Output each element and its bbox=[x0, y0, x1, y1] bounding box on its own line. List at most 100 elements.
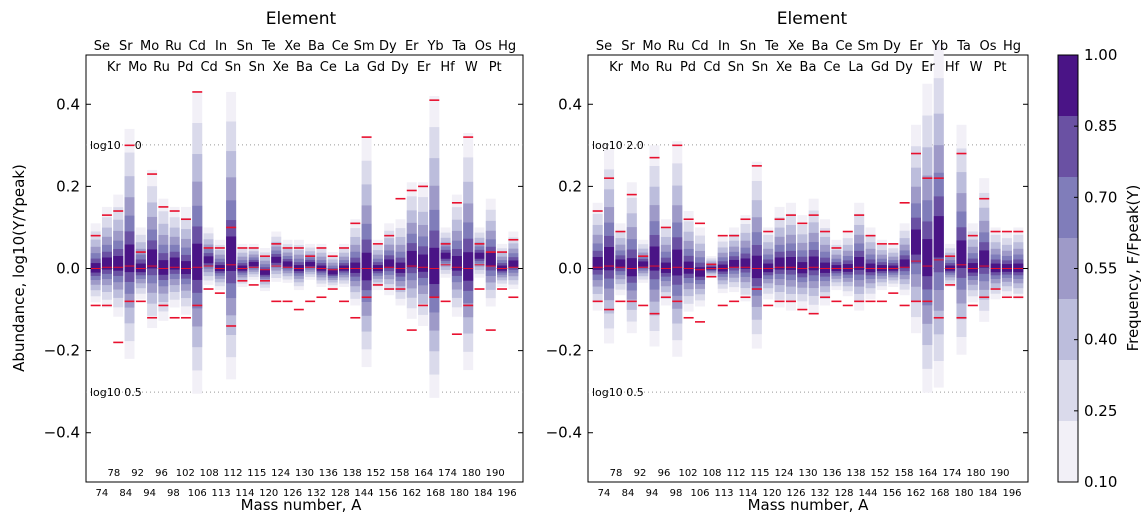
mass-label-bottom: 168 bbox=[930, 488, 949, 499]
element-label-top: Xe bbox=[284, 39, 300, 54]
element-label-top: Sm bbox=[858, 39, 879, 54]
mass-label-bottom: 168 bbox=[426, 488, 445, 499]
colorbar-tick-label: 0.10 bbox=[1084, 473, 1117, 491]
frequency-band bbox=[660, 262, 671, 273]
element-label-inner: La bbox=[345, 60, 360, 75]
frequency-band bbox=[808, 256, 819, 271]
element-label-top: Sr bbox=[621, 39, 635, 54]
mass-label-bottom: 144 bbox=[355, 488, 374, 499]
frequency-band bbox=[615, 259, 626, 269]
colorbar-band bbox=[1058, 421, 1078, 482]
mass-label-bottom: 162 bbox=[906, 488, 925, 499]
element-label-inner: Cd bbox=[703, 60, 720, 75]
frequency-band bbox=[785, 257, 796, 270]
frequency-band bbox=[248, 261, 259, 267]
element-label-top: Hg bbox=[498, 39, 516, 54]
frequency-band bbox=[638, 261, 649, 267]
colorbar-tick-label: 0.40 bbox=[1084, 331, 1117, 349]
element-label-top: Ru bbox=[668, 39, 685, 54]
right-panel: Element log10 2.0 log10 0.5 −0.4 −0.2 0.0 0.… bbox=[546, 9, 1029, 514]
right-axis-ticks: −0.4 −0.2 0.0 0.2 0.4 bbox=[546, 95, 1028, 442]
element-label-top: Te bbox=[764, 39, 779, 54]
left-top-title: Element bbox=[266, 9, 337, 29]
element-label-inner: Ce bbox=[320, 60, 337, 75]
frequency-band bbox=[729, 259, 740, 268]
mass-label-inner: 108 bbox=[200, 468, 219, 479]
right-top-element-labels: Se Sr Mo Ru Cd In Sn Te Xe Ba Ce Sm Dy Er Yb Ta Os Hg Kr Mo… bbox=[596, 39, 1021, 75]
mass-label-inner: 112 bbox=[726, 468, 745, 479]
y-tick-label: −0.4 bbox=[546, 424, 582, 442]
element-label-top: Cd bbox=[189, 39, 206, 54]
frequency-band bbox=[361, 252, 372, 281]
frequency-band bbox=[113, 256, 124, 271]
frequency-band bbox=[740, 258, 751, 269]
mass-label-bottom: 114 bbox=[738, 488, 757, 499]
colorbar-tick-label: 0.25 bbox=[1084, 402, 1117, 420]
element-label-top: Ta bbox=[956, 39, 971, 54]
mass-label-bottom: 113 bbox=[212, 488, 231, 499]
mass-label-inner: 136 bbox=[822, 468, 841, 479]
element-label-top: Dy bbox=[883, 39, 901, 54]
mass-label-bottom: 113 bbox=[714, 488, 733, 499]
mass-label-inner: 102 bbox=[176, 468, 195, 479]
element-label-top: Ce bbox=[835, 39, 852, 54]
element-label-top: Mo bbox=[642, 39, 661, 54]
mass-label-bottom: 128 bbox=[834, 488, 853, 499]
element-label-inner: Xe bbox=[776, 60, 792, 75]
frequency-band bbox=[672, 249, 683, 276]
mass-label-inner: 96 bbox=[658, 468, 671, 479]
right-bottom-mass-labels: 78 92 96 102 108 112 115 124 130 136 138 152 158 164 1… bbox=[598, 468, 1022, 499]
mass-label-bottom: 156 bbox=[882, 488, 901, 499]
mass-label-bottom: 126 bbox=[283, 488, 302, 499]
element-label-inner: Er bbox=[921, 60, 935, 75]
element-label-inner: Mo bbox=[630, 60, 649, 75]
mass-label-bottom: 132 bbox=[810, 488, 829, 499]
element-label-top: Ba bbox=[812, 39, 829, 54]
mass-label-inner: 92 bbox=[634, 468, 647, 479]
frequency-band bbox=[350, 262, 361, 273]
mass-label-inner: 130 bbox=[295, 468, 314, 479]
element-label-inner: La bbox=[848, 60, 863, 75]
mass-label-bottom: 114 bbox=[235, 488, 254, 499]
mass-label-bottom: 156 bbox=[378, 488, 397, 499]
mass-label-bottom: 196 bbox=[498, 488, 517, 499]
mass-label-bottom: 98 bbox=[167, 488, 180, 499]
mass-label-inner: 124 bbox=[774, 468, 793, 479]
element-label-inner: Sn bbox=[225, 60, 242, 75]
reference-line-label: log10 2.0 bbox=[592, 139, 644, 152]
frequency-band bbox=[192, 243, 203, 280]
element-label-top: Er bbox=[909, 39, 923, 54]
left-axis-ticks: −0.4 −0.2 0.0 0.2 0.4 bbox=[44, 95, 523, 442]
left-y-axis-label: Abundance, log10(Y/Ypeak) bbox=[10, 164, 28, 372]
frequency-band bbox=[135, 263, 146, 273]
frequency-band bbox=[956, 240, 967, 269]
frequency-band bbox=[1013, 263, 1024, 273]
frequency-band bbox=[899, 259, 910, 269]
mass-label-inner: 164 bbox=[918, 468, 937, 479]
mass-label-bottom: 74 bbox=[598, 488, 611, 499]
y-tick-label: 0.2 bbox=[56, 177, 80, 195]
mass-label-inner: 124 bbox=[271, 468, 290, 479]
frequency-band bbox=[820, 262, 831, 273]
element-label-inner: Hf bbox=[440, 60, 455, 75]
element-label-top: Xe bbox=[788, 39, 804, 54]
element-label-inner: Sn bbox=[249, 60, 266, 75]
element-label-inner: Ce bbox=[823, 60, 840, 75]
element-label-inner: Pt bbox=[489, 60, 502, 75]
colorbar-tick-label: 0.55 bbox=[1084, 260, 1117, 278]
element-label-top: Os bbox=[979, 39, 996, 54]
element-label-inner: Er bbox=[417, 60, 431, 75]
element-label-inner: Ba bbox=[296, 60, 313, 75]
mass-label-bottom: 196 bbox=[1002, 488, 1021, 499]
mass-label-inner: 115 bbox=[247, 468, 266, 479]
frequency-band bbox=[440, 252, 451, 259]
mass-label-inner: 180 bbox=[462, 468, 481, 479]
element-label-inner: Ba bbox=[800, 60, 817, 75]
element-label-top: Ba bbox=[308, 39, 325, 54]
mass-label-inner: 180 bbox=[966, 468, 985, 479]
reference-line-label: log10 0.5 bbox=[90, 386, 142, 399]
mass-label-bottom: 128 bbox=[331, 488, 350, 499]
frequency-band bbox=[1001, 264, 1012, 272]
